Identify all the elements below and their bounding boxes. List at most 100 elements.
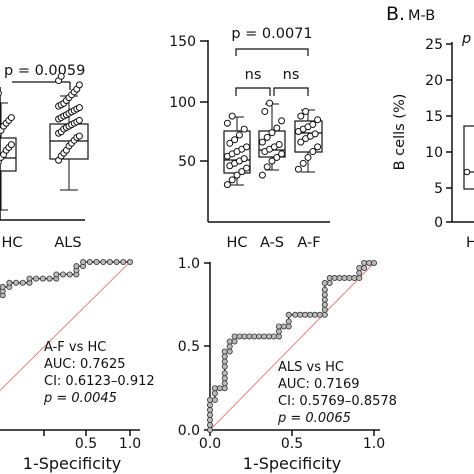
roc-point	[206, 406, 213, 413]
data-point-als	[57, 72, 65, 80]
x-tick-label: 1.0	[119, 436, 141, 452]
annotation-line-1: ALS vs HC	[278, 360, 344, 375]
data-point-als	[75, 81, 83, 89]
y-tick-label: 0.0	[178, 423, 200, 439]
x-axis-label: 1-Specificity	[23, 454, 121, 473]
roc-point	[321, 280, 328, 287]
roc-point	[221, 348, 228, 355]
roc-point	[311, 311, 318, 318]
roc-point	[346, 275, 353, 282]
data-point-a-f	[297, 112, 305, 120]
roc-point	[221, 353, 228, 360]
y-tick-label: 5	[434, 181, 443, 197]
roc-point	[302, 311, 309, 318]
roc-point	[206, 411, 213, 418]
roc-point	[370, 259, 377, 266]
y-tick-label: 150	[169, 34, 196, 50]
y-tick-label: 0	[434, 215, 443, 231]
data-point-als	[75, 132, 83, 140]
data-point-a-f	[314, 116, 322, 124]
roc-point	[226, 343, 233, 350]
roc-point	[321, 291, 328, 298]
roc-point	[321, 311, 328, 318]
comparison-bracket-ns	[235, 87, 271, 96]
reference-diagonal	[0, 261, 131, 392]
roc-point	[285, 318, 292, 325]
data-point-a-f	[299, 159, 307, 167]
data-point-hc	[7, 114, 15, 122]
roc-point	[100, 258, 107, 265]
data-point-a-f	[314, 143, 322, 151]
data-point-a-s	[273, 153, 281, 161]
y-tick-label: 10	[425, 145, 443, 161]
roc-point	[285, 323, 292, 330]
roc-point	[321, 286, 328, 293]
roc-point	[226, 348, 233, 355]
data-point-hc	[240, 125, 248, 133]
roc-point	[275, 328, 282, 335]
roc-point	[366, 259, 373, 266]
roc-point	[326, 280, 333, 287]
y-tick-label: 100	[169, 95, 196, 111]
data-point-hc	[235, 131, 243, 139]
data-point-a-f	[309, 148, 317, 156]
roc-point	[331, 275, 338, 282]
comparison-bracket-ns	[273, 87, 309, 96]
data-point-hc	[243, 143, 251, 151]
roc-point	[13, 279, 20, 286]
panel-top-right: B. M-B p B cells (%) 25 20 15 10 5 0 H	[386, 3, 474, 251]
roc-point	[106, 258, 113, 265]
annotation-line-3: CI: 0.6123–0.912	[44, 374, 155, 389]
x-tick-label-als: ALS	[54, 235, 81, 251]
reference-diagonal	[209, 262, 375, 431]
roc-point	[356, 270, 363, 277]
roc-point	[221, 375, 228, 382]
data-point-hc	[228, 112, 236, 120]
x-tick-label-af: A-F	[297, 235, 320, 251]
roc-point	[53, 271, 60, 278]
roc-point	[221, 358, 228, 365]
roc-point	[275, 333, 282, 340]
data-point-a-f	[294, 165, 302, 173]
roc-point	[221, 363, 228, 370]
data-point-hc	[238, 168, 246, 176]
roc-point	[80, 258, 87, 265]
roc-point	[351, 275, 358, 282]
y-tick-label: 0.5	[178, 339, 200, 355]
data-point-hc	[231, 136, 239, 144]
roc-point	[216, 385, 223, 392]
data-point-a-s	[258, 171, 266, 179]
x-tick-label: 0.5	[281, 436, 303, 452]
roc-point	[39, 275, 46, 282]
roc-point	[226, 338, 233, 345]
y-axis-label: B cells (%)	[392, 94, 408, 171]
roc-point	[275, 323, 282, 330]
data-point-a-s	[261, 107, 269, 115]
roc-point	[256, 333, 263, 340]
comparison-label: p = 0.0059	[4, 63, 85, 79]
roc-point	[321, 296, 328, 303]
roc-point	[241, 333, 248, 340]
y-tick-label: 20	[425, 73, 443, 89]
roc-point	[26, 275, 33, 282]
roc-point	[19, 279, 26, 286]
roc-point	[266, 333, 273, 340]
data-point-a-f	[302, 107, 310, 115]
panel-bottom-middle: 1.0 0.5 0.0 0.0 0.5 1.0 1-Specificity AL…	[178, 256, 397, 473]
data-point-a-s	[278, 117, 286, 125]
annotation-line-2: AUC: 0.7625	[44, 357, 126, 372]
data-point-als	[75, 104, 83, 112]
data-point-a-f	[304, 153, 312, 161]
data-point-a-s	[263, 133, 271, 141]
data-point-als	[75, 116, 83, 124]
roc-point	[280, 323, 287, 330]
roc-point	[221, 380, 228, 387]
scatter-points	[223, 99, 322, 189]
roc-point	[206, 426, 213, 433]
roc-point	[356, 265, 363, 272]
roc-point	[221, 385, 228, 392]
roc-point	[297, 311, 304, 318]
data-point-hc	[223, 119, 231, 127]
annotation-line-4: p = 0.0045	[43, 391, 117, 406]
